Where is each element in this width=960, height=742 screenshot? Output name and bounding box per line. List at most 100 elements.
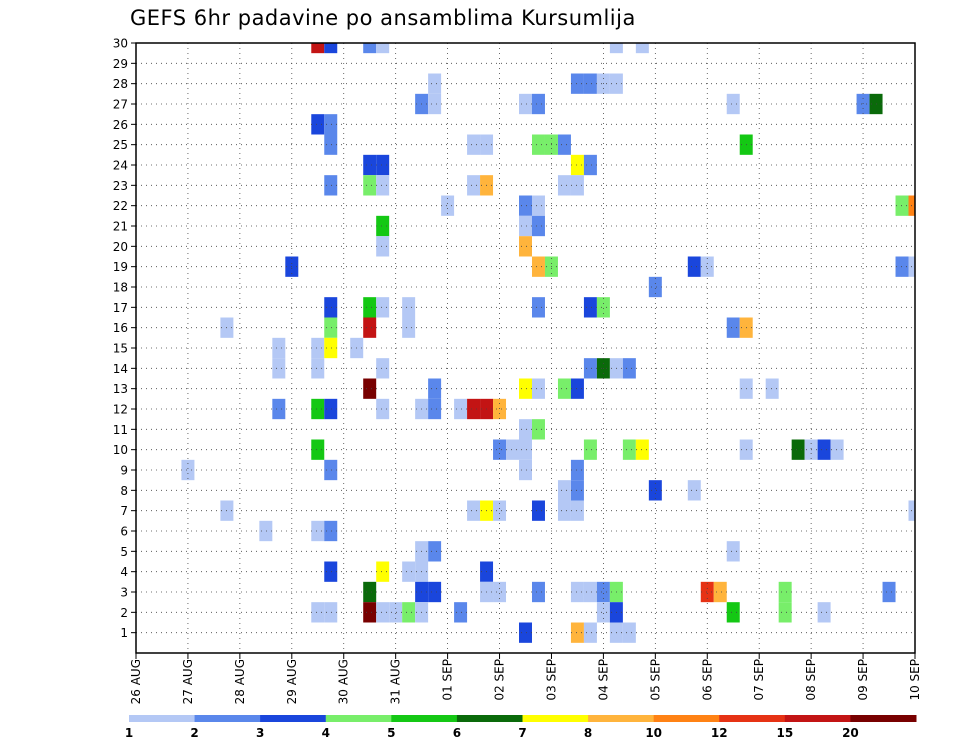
x-tick-label: 31 AUG bbox=[389, 659, 403, 704]
legend-swatch bbox=[588, 715, 655, 722]
heatmap-cell bbox=[428, 93, 442, 115]
heatmap-cell bbox=[895, 256, 909, 277]
heatmap-cell bbox=[376, 43, 390, 54]
heatmap-cell bbox=[596, 602, 610, 623]
heatmap-cell bbox=[596, 581, 610, 603]
y-tick-label: 20 bbox=[113, 240, 128, 254]
heatmap-cell bbox=[363, 602, 377, 623]
heatmap-cell bbox=[311, 439, 325, 460]
legend-label: 10 bbox=[645, 726, 662, 740]
heatmap-cell bbox=[311, 398, 325, 420]
heatmap-cell bbox=[493, 500, 507, 521]
heatmap-cell bbox=[531, 378, 545, 399]
heatmap-cell bbox=[324, 459, 338, 481]
heatmap-cell bbox=[791, 439, 805, 460]
legend-swatch bbox=[194, 715, 261, 722]
color-legend: 1 2 3 4 5 6 7 8 10 12 15 20 bbox=[125, 715, 917, 740]
heatmap-cell bbox=[687, 480, 701, 501]
legend-label: 2 bbox=[190, 726, 198, 740]
heatmap-cell bbox=[531, 419, 545, 440]
y-tick-label: 28 bbox=[113, 77, 128, 91]
heatmap-cell bbox=[506, 439, 520, 460]
y-tick-label: 26 bbox=[113, 118, 128, 132]
heatmap-cell bbox=[531, 93, 545, 115]
heatmap-cell bbox=[467, 398, 481, 420]
x-tick-label: 09 SEP bbox=[856, 659, 870, 701]
plot-frame bbox=[135, 42, 916, 654]
heatmap-cell bbox=[441, 195, 455, 216]
x-tick-label: 05 SEP bbox=[648, 659, 662, 701]
heatmap-cell bbox=[428, 398, 442, 420]
heatmap-cell bbox=[402, 602, 416, 623]
heatmap-cell bbox=[882, 581, 896, 603]
heatmap-cell bbox=[557, 480, 571, 501]
legend-swatch bbox=[456, 715, 523, 722]
heatmap-cell bbox=[519, 419, 532, 440]
y-tick-label: 8 bbox=[120, 484, 128, 498]
heatmap-cell bbox=[467, 175, 481, 196]
heatmap-cell bbox=[376, 602, 390, 623]
heatmap-cell bbox=[311, 602, 325, 623]
heatmap-cell bbox=[467, 134, 481, 155]
heatmap-cell bbox=[583, 439, 597, 460]
y-tick-label: 25 bbox=[113, 138, 128, 152]
legend-label: 3 bbox=[256, 726, 264, 740]
heatmap-cell bbox=[726, 93, 740, 115]
y-tick-label: 12 bbox=[113, 403, 128, 417]
heatmap-cell bbox=[519, 459, 532, 481]
y-tick-label: 5 bbox=[120, 545, 128, 559]
legend-swatch bbox=[260, 715, 327, 722]
legend-label: 6 bbox=[453, 726, 461, 740]
y-tick-label: 27 bbox=[113, 98, 128, 112]
x-tick-label: 28 AUG bbox=[233, 659, 247, 704]
heatmap-cell bbox=[830, 439, 844, 460]
legend-swatch bbox=[391, 715, 458, 722]
heatmap-cell bbox=[687, 256, 701, 277]
x-tick-label: 26 AUG bbox=[129, 659, 143, 704]
heatmap-cell bbox=[622, 622, 636, 643]
x-tick-label: 03 SEP bbox=[544, 659, 558, 701]
heatmap-cell bbox=[363, 43, 377, 54]
heatmap-cell bbox=[570, 500, 584, 521]
y-tick-label: 17 bbox=[113, 301, 128, 315]
heatmap-cell bbox=[622, 358, 636, 379]
legend-swatch bbox=[129, 715, 196, 722]
heatmap-cell bbox=[583, 581, 597, 603]
heatmap-cell bbox=[531, 195, 545, 216]
legend-label: 7 bbox=[518, 726, 526, 740]
heatmap-cell bbox=[324, 114, 338, 135]
chart-title: GEFS 6hr padavine po ansamblima Kursumli… bbox=[130, 6, 636, 30]
heatmap-cell bbox=[324, 175, 338, 196]
heatmap-cell bbox=[570, 622, 584, 643]
heatmap-cell bbox=[311, 520, 325, 542]
x-tick-label: 07 SEP bbox=[752, 659, 766, 701]
heatmap-cell bbox=[531, 215, 545, 237]
heatmap-cell bbox=[778, 602, 792, 623]
heatmap-cell bbox=[376, 236, 390, 257]
y-tick-label: 6 bbox=[120, 525, 128, 539]
x-tick-label: 01 SEP bbox=[441, 659, 455, 701]
y-tick-label: 7 bbox=[120, 504, 128, 518]
heatmap-cell bbox=[570, 480, 584, 501]
y-tick-label: 18 bbox=[113, 281, 128, 295]
legend-label: 5 bbox=[387, 726, 395, 740]
y-tick-label: 30 bbox=[113, 37, 128, 51]
heatmap-cell bbox=[519, 439, 532, 460]
x-tick-label: 08 SEP bbox=[804, 659, 818, 701]
legend-swatch bbox=[850, 715, 917, 722]
heatmap-cell bbox=[493, 581, 507, 603]
y-tick-label: 19 bbox=[113, 260, 128, 274]
heatmap-cell bbox=[583, 297, 597, 318]
heatmap-cell bbox=[570, 378, 584, 399]
heatmap-cell bbox=[531, 297, 545, 318]
heatmap-cell bbox=[272, 358, 286, 379]
legend-label: 15 bbox=[776, 726, 793, 740]
x-tick-label: 27 AUG bbox=[181, 659, 195, 704]
heatmap-cell bbox=[376, 561, 390, 582]
heatmap-cell bbox=[570, 175, 584, 196]
heatmap-cell bbox=[259, 520, 273, 542]
heatmap-cell bbox=[531, 500, 545, 521]
y-tick-label: 2 bbox=[120, 606, 128, 620]
heatmap-cell bbox=[531, 134, 545, 155]
heatmap-cell bbox=[583, 622, 597, 643]
